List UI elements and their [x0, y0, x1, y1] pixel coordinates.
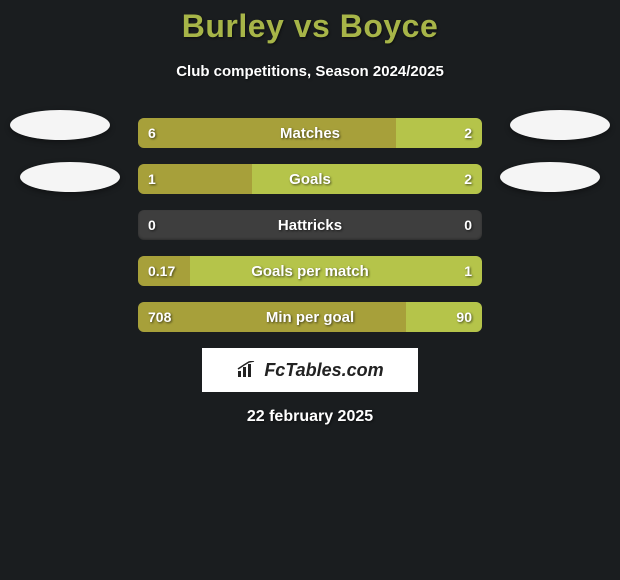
- player-left-photo-alt: [20, 162, 120, 192]
- stats-wrapper: 62Matches 12Goals 00Hattricks 0.171Goals pe…: [0, 118, 620, 332]
- player-right-photo: [510, 110, 610, 140]
- stat-row: 0.171Goals per match: [138, 256, 482, 286]
- date-text: 22 february 2025: [0, 408, 620, 426]
- stat-label: Min per goal: [138, 302, 482, 332]
- stat-label: Goals: [138, 164, 482, 194]
- page-title: Burley vs Boyce: [0, 8, 620, 45]
- comparison-card: Burley vs Boyce Club competitions, Seaso…: [0, 0, 620, 426]
- player-left-photo: [10, 110, 110, 140]
- stat-row: 12Goals: [138, 164, 482, 194]
- stat-label: Matches: [138, 118, 482, 148]
- chart-icon: [236, 361, 258, 379]
- source-logo: FcTables.com: [202, 348, 418, 392]
- stat-label: Goals per match: [138, 256, 482, 286]
- logo-text: FcTables.com: [264, 360, 383, 381]
- subtitle: Club competitions, Season 2024/2025: [0, 63, 620, 80]
- stat-row: 00Hattricks: [138, 210, 482, 240]
- stat-label: Hattricks: [138, 210, 482, 240]
- stat-rows: 62Matches 12Goals 00Hattricks 0.171Goals pe…: [138, 118, 482, 332]
- stat-row: 70890Min per goal: [138, 302, 482, 332]
- player-right-photo-alt: [500, 162, 600, 192]
- stat-row: 62Matches: [138, 118, 482, 148]
